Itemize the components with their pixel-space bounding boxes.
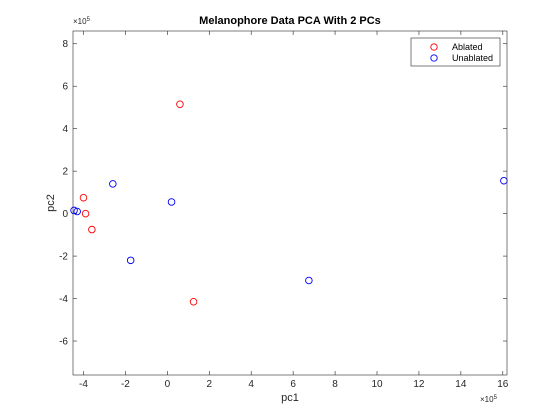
data-point-unablated [109,180,117,188]
y-tick-label: -4 [59,294,68,305]
y-exponent: ×105 [73,17,91,26]
svg-text:×105: ×105 [73,17,91,26]
legend-marker-unablated [430,54,438,62]
data-point-ablated [176,100,184,109]
data-point-unablated [167,198,176,206]
data-point-unablated [126,256,135,265]
plot-frame [72,30,508,376]
x-tick-label: 6 [290,379,296,390]
y-tick-label: 8 [62,39,68,50]
x-tick-label: 14 [455,379,467,390]
x-tick-label: -2 [121,379,130,390]
x-tick-label: -4 [79,379,88,390]
svg-text:×105: ×105 [480,395,498,404]
data-point-unablated [73,207,81,216]
x-exponent: ×105 [480,395,498,404]
y-tick-label: 6 [62,82,68,93]
ticks-group: -4 -2 0 2 4 6 8 10 12 14 16 -6 -4 -2 0 2 4 6 8 [59,31,509,390]
x-axis-label: pc1 [281,392,299,404]
plot-area [73,31,507,375]
data-point-ablated [189,297,198,306]
x-tick-label: 16 [497,379,509,390]
y-axis-label: pc2 [45,194,57,212]
x-exponent-power: 5 [494,395,498,401]
legend: Ablated Unablated [410,37,501,67]
x-exponent-base: ×10 [480,395,494,404]
x-tick-label: 12 [413,379,425,390]
y-tick-label: -6 [59,337,68,348]
y-tick-label: -2 [59,252,68,263]
y-exponent-power: 5 [87,17,91,23]
y-tick-label: 4 [62,124,68,135]
y-exponent-base: ×10 [73,17,87,26]
legend-box [410,37,501,67]
data-point-ablated [81,209,90,218]
data-point-unablated [70,206,78,215]
x-tick-label: 8 [332,379,338,390]
x-tick-label: 10 [371,379,383,390]
points-group [70,100,508,306]
x-tick-label: 2 [206,379,212,390]
x-tick-label: 0 [165,379,171,390]
legend-label-ablated: Ablated [452,42,483,52]
legend-label-unablated: Unablated [452,53,493,63]
y-tick-label: 0 [62,209,68,220]
data-point-ablated [79,193,88,202]
data-point-unablated [305,276,313,285]
x-tick-label: 4 [248,379,254,390]
data-point-ablated [88,225,96,234]
legend-marker-ablated [430,43,438,51]
chart-title: Melanophore Data PCA With 2 PCs [199,15,381,27]
y-tick-label: 2 [62,167,68,178]
